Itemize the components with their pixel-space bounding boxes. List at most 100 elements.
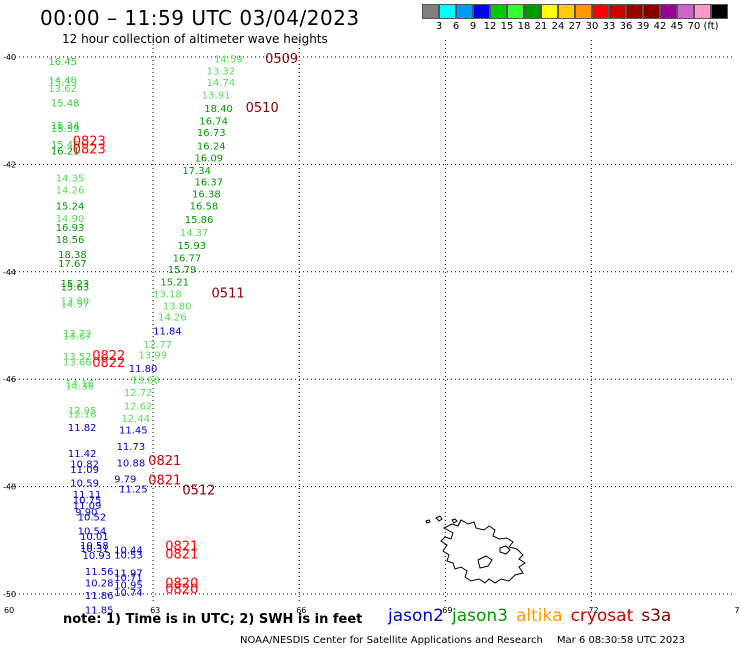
swh-value: 11.85 <box>85 606 114 617</box>
swh-value: 11.73 <box>117 442 146 453</box>
scale-swatch <box>473 4 490 19</box>
scale-label: 42 <box>653 21 667 32</box>
pass-time-label: 0821 <box>165 540 198 555</box>
swh-value: 14.26 <box>56 186 85 197</box>
kerguelen-islands <box>425 515 526 584</box>
swh-value: 10.58 <box>80 541 109 552</box>
swh-value: 14.74 <box>207 78 236 89</box>
latitude-label: -40 <box>3 53 16 62</box>
longitude-label: 60 <box>4 606 14 615</box>
swh-value: 14.16 <box>65 379 94 390</box>
swh-value: 13.62 <box>48 84 77 95</box>
swh-value: 13.99 <box>138 350 167 361</box>
scale-swatch <box>524 4 541 19</box>
swh-value: 13.80 <box>163 302 192 313</box>
swh-value: 10.75 <box>73 495 102 506</box>
swh-value: 16.73 <box>197 128 226 139</box>
swh-value: 15.24 <box>56 202 85 213</box>
swh-value: 10.54 <box>78 527 107 538</box>
swh-value: 11.09 <box>70 465 99 476</box>
swh-value: 13.91 <box>202 91 231 102</box>
page-subtitle: 12 hour collection of altimeter wave hei… <box>62 32 328 46</box>
swh-value: 10.44 <box>114 545 143 556</box>
swh-value: 10.71 <box>114 573 143 584</box>
swh-value: 15.79 <box>168 265 197 276</box>
pass-time-label: 0820 <box>165 576 198 591</box>
swh-value: 16.37 <box>194 178 223 189</box>
swh-value: 13.18 <box>153 289 182 300</box>
swh-value: 10.52 <box>78 513 107 524</box>
pass-time-label: 0822 <box>92 356 125 371</box>
scale-swatch <box>558 4 575 19</box>
swh-value: 12.16 <box>68 410 97 421</box>
scale-swatch <box>694 4 711 19</box>
color-scale-swatches <box>422 4 728 19</box>
swh-value: 13.52 <box>63 352 92 363</box>
swh-value: 12.72 <box>63 329 92 340</box>
swh-value: 9.90 <box>75 507 97 518</box>
color-scale: 3 6 9 12 15 18 21 24 27 30 33 36 39 42 45 70 (ft) <box>422 4 728 33</box>
scale-swatch <box>422 4 439 19</box>
swh-value: 16.09 <box>194 153 223 164</box>
swh-value: 14.59 <box>214 55 243 66</box>
latitude-label: -48 <box>3 483 16 492</box>
pass-time-label: 0821 <box>148 454 181 469</box>
swh-value: 16.77 <box>173 253 202 264</box>
scale-swatch <box>643 4 660 19</box>
scale-swatch <box>490 4 507 19</box>
pass-time-label: 0509 <box>265 52 298 67</box>
longitude-label: 66 <box>296 606 306 615</box>
swh-value: 11.42 <box>68 449 97 460</box>
pass-time-label: 0820 <box>165 583 198 598</box>
swh-value: 10.95 <box>114 580 143 591</box>
swh-value: 15.48 <box>51 99 80 110</box>
scale-label: 3 <box>435 21 443 32</box>
swh-value: 12.72 <box>124 388 153 399</box>
swh-value: 12.44 <box>121 414 150 425</box>
scale-swatch <box>575 4 592 19</box>
swh-value: 16.58 <box>190 202 219 213</box>
swh-value: 18.56 <box>56 235 85 246</box>
satellite-cryosat: cryosat <box>570 606 634 626</box>
pass-time-label: 0511 <box>212 286 245 301</box>
swh-value: 12.77 <box>143 340 172 351</box>
satellite-jason3: jason3 <box>452 606 508 626</box>
swh-value: 15.59 <box>51 124 80 135</box>
scale-label: 30 <box>585 21 599 32</box>
swh-value: 16.38 <box>192 189 221 200</box>
latitude-label: -44 <box>3 268 16 277</box>
swh-value: 15.34 <box>51 121 80 132</box>
scale-swatch <box>677 4 694 19</box>
credit-text: NOAA/NESDIS Center for Satellite Applica… <box>240 635 543 646</box>
swh-value: 9.79 <box>114 475 136 486</box>
swh-value: 18.40 <box>204 104 233 115</box>
scale-swatch <box>456 4 473 19</box>
satellite-jason2: jason2 <box>388 606 444 626</box>
pass-time-label: 0821 <box>165 547 198 562</box>
grid-lines <box>7 40 733 604</box>
scale-label: 21 <box>534 21 548 32</box>
color-scale-labels: 3 6 9 12 15 18 21 24 27 30 33 36 39 42 45 70 (ft) <box>422 19 728 33</box>
swh-value: 14.26 <box>158 312 187 323</box>
scale-label: 70 <box>687 21 701 32</box>
scale-swatch <box>439 4 456 19</box>
swh-value: 11.25 <box>119 485 148 496</box>
pass-time-label: 0822 <box>92 349 125 364</box>
scale-label: 27 <box>568 21 582 32</box>
longitude-label: 75 <box>735 606 740 615</box>
pass-time-label: 0510 <box>246 101 279 116</box>
swh-value: 10.88 <box>117 458 146 469</box>
longitude-label: 63 <box>150 606 160 615</box>
swh-value: 11.82 <box>68 423 97 434</box>
swh-value: 11.09 <box>73 501 102 512</box>
swh-value: 15.39 <box>48 78 77 89</box>
swh-value: 10.93 <box>82 551 111 562</box>
swh-value: 11.86 <box>85 591 114 602</box>
axis-labels: -40 -42 -44 -46 -48 -50 60 63 66 69 72 75 <box>3 53 740 615</box>
scale-label: 18 <box>517 21 531 32</box>
swh-value: 16.24 <box>197 142 226 153</box>
swh-value: 15.23 <box>61 279 90 290</box>
page-title: 00:00 – 11:59 UTC 03/04/2023 <box>40 6 360 30</box>
scale-label: 6 <box>452 21 460 32</box>
